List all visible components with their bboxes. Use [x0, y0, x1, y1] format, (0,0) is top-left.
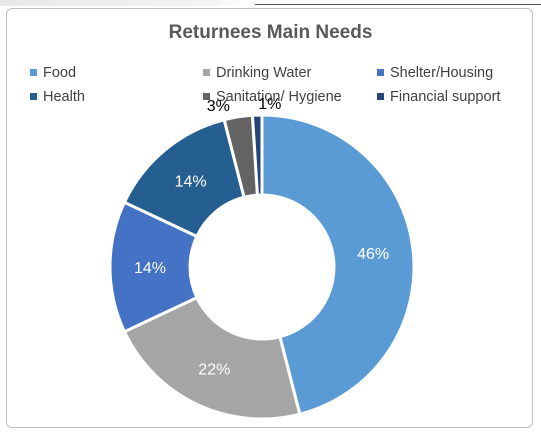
legend-item-drinking-water: Drinking Water: [203, 65, 312, 81]
legend-item-sanitation-hygiene: Sanitation/ Hygiene: [203, 89, 342, 105]
slice-shelter-housing: [108, 200, 199, 334]
top-divider: [255, 4, 541, 5]
legend-label: Financial support: [390, 89, 500, 105]
data-labels: 46% 22% 14% 14% 3% 1%: [134, 96, 389, 378]
legend-label: Food: [43, 65, 76, 81]
data-label-sanitation-hygiene: 3%: [207, 98, 230, 115]
legend-item-health: Health: [30, 89, 85, 105]
data-label-drinking-water: 22%: [198, 361, 230, 378]
donut-slices: [108, 113, 416, 421]
legend: Food Drinking Water Shelter/Housing Health S…: [30, 65, 500, 105]
legend-label: Drinking Water: [216, 65, 312, 81]
top-strip: [0, 0, 541, 6]
legend-swatch: [377, 69, 384, 76]
legend-item-shelter-housing: Shelter/Housing: [377, 65, 493, 81]
slice-drinking-water: [122, 295, 302, 421]
legend-swatch: [30, 69, 37, 76]
legend-item-food: Food: [30, 65, 76, 81]
legend-swatch: [203, 69, 210, 76]
slice-food: [260, 113, 416, 417]
data-label-shelter-housing: 14%: [134, 260, 166, 277]
chart-title: Returnees Main Needs: [168, 22, 373, 43]
data-label-health: 14%: [175, 174, 207, 191]
slice-financial-support: [250, 113, 264, 197]
legend-item-financial-support: Financial support: [377, 89, 500, 105]
legend-label: Health: [43, 89, 85, 105]
slice-health: [122, 117, 246, 239]
legend-label: Shelter/Housing: [390, 65, 493, 81]
data-label-food: 46%: [357, 246, 389, 263]
data-label-financial-support: 1%: [258, 96, 281, 113]
legend-label: Sanitation/ Hygiene: [216, 89, 342, 105]
legend-swatch: [377, 93, 384, 100]
legend-swatch: [30, 93, 37, 100]
legend-swatch: [203, 93, 210, 100]
